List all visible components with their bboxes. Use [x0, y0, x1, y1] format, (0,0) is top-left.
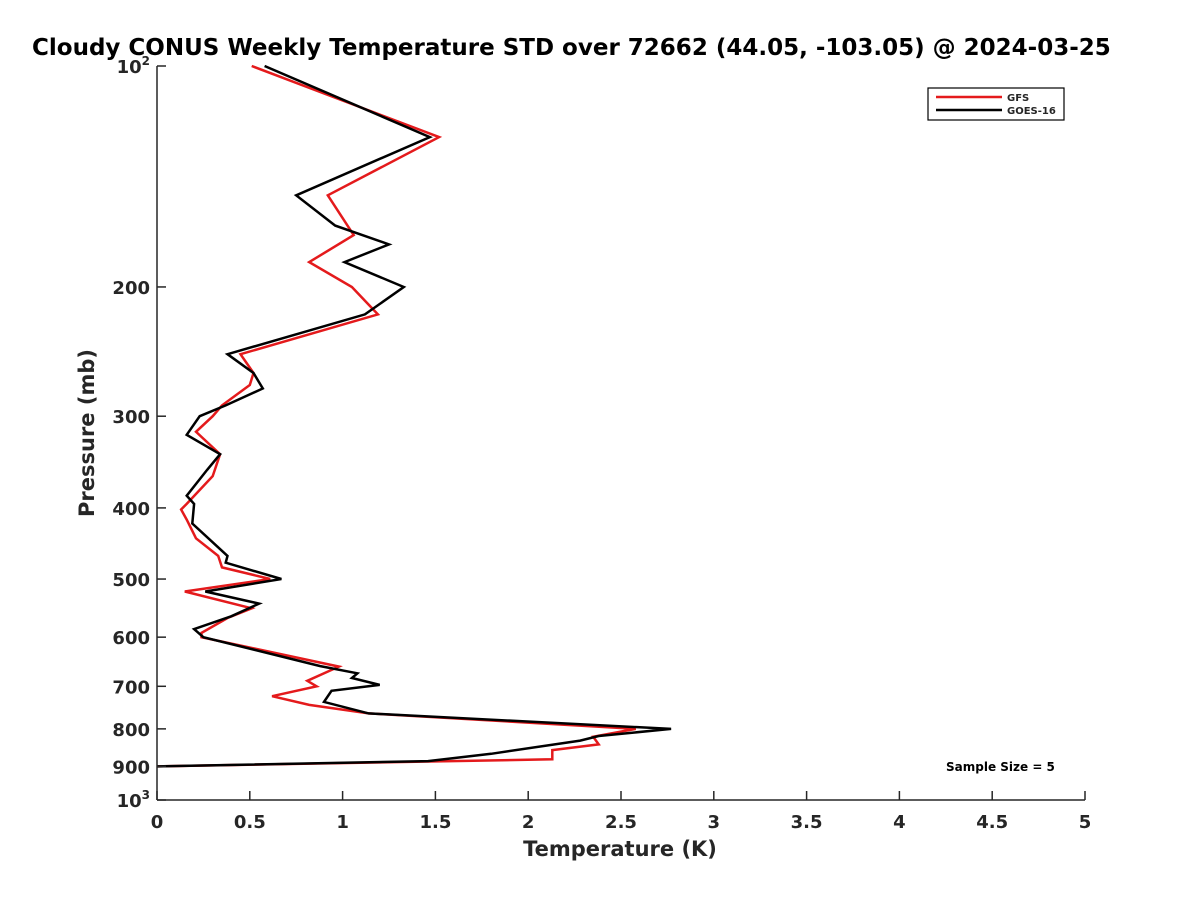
y-tick-label: 200 — [112, 278, 150, 299]
x-tick-label: 3 — [708, 812, 721, 833]
legend-box — [927, 87, 1065, 121]
y-tick-label: 102 — [117, 54, 150, 78]
y-tick-label: 500 — [112, 570, 150, 591]
chart-title: Cloudy CONUS Weekly Temperature STD over… — [32, 35, 1111, 61]
x-axis-ticks: 0 0.5 1 1.5 2 2.5 3 3.5 4 4.5 5 — [151, 791, 1092, 833]
legend-label-gfs: GFS — [1007, 93, 1029, 104]
x-tick-label: 2.5 — [605, 812, 637, 833]
x-tick-label: 2 — [522, 812, 535, 833]
x-tick-label: 0 — [151, 812, 164, 833]
x-tick-label: 1 — [336, 812, 349, 833]
y-axis-ticks: 102 200 300 400 500 600 700 800 900 103 — [112, 54, 166, 812]
legend-label-goes-16: GOES-16 — [1007, 106, 1056, 117]
x-tick-label: 0.5 — [234, 812, 266, 833]
x-tick-label: 5 — [1079, 812, 1092, 833]
y-axis-label: Pressure (mb) — [75, 349, 99, 517]
x-tick-label: 3.5 — [791, 812, 823, 833]
y-tick-label: 600 — [112, 628, 150, 649]
series-line-gfs — [156, 64, 637, 768]
y-tick-label: 900 — [112, 757, 150, 778]
y-tick-label: 400 — [112, 499, 150, 520]
y-tick-label: 800 — [112, 720, 150, 741]
sample-size-annotation: Sample Size = 5 — [946, 760, 1055, 774]
y-tick-label: 103 — [117, 788, 150, 812]
y-tick-label: 700 — [112, 677, 150, 698]
series-line-goes-16 — [156, 64, 672, 768]
series-layer — [156, 64, 672, 768]
x-tick-label: 4.5 — [976, 812, 1008, 833]
x-tick-label: 4 — [893, 812, 906, 833]
x-axis-label: Temperature (K) — [523, 837, 717, 861]
legend: GFS GOES-16 — [927, 87, 1065, 121]
y-tick-label: 300 — [112, 407, 150, 428]
x-tick-label: 1.5 — [419, 812, 451, 833]
